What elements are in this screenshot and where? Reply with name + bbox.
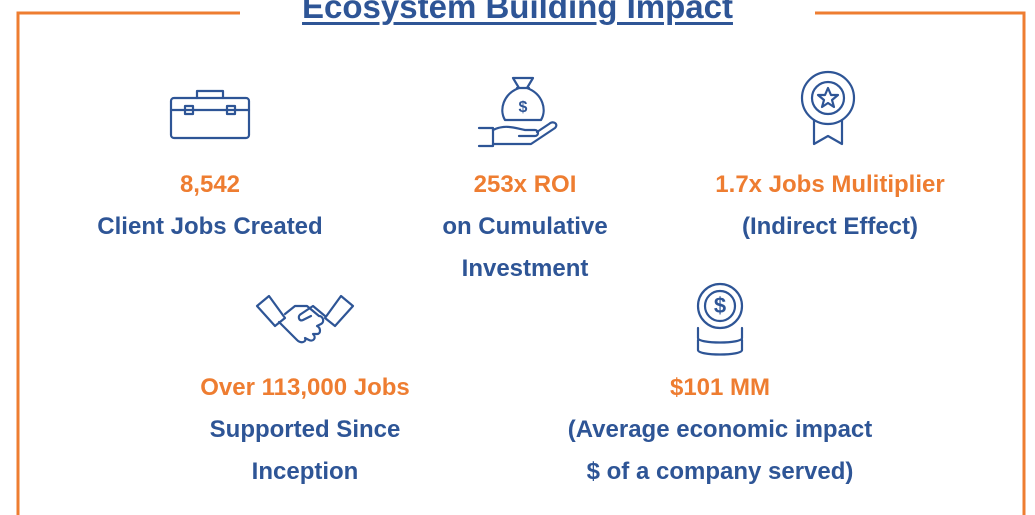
coin-icon: $ — [696, 282, 744, 356]
impact-figure: 1.7x Jobs Mulitiplier — [715, 171, 945, 198]
impact-figure: 8,542 — [179, 171, 241, 198]
impact-description: Supported Since — [209, 416, 401, 443]
impact-figure: Over 113,000 Jobs — [200, 374, 410, 401]
svg-text:$: $ — [519, 99, 528, 116]
briefcase-icon — [169, 89, 251, 140]
title: Ecosystem Building Impact — [302, 0, 733, 25]
impact-figure: $101 MM — [669, 374, 771, 401]
impact-item: 1.7x Jobs Mulitiplier (Indirect Effect) — [715, 164, 944, 248]
impact-item: 8,542 Client Jobs Created — [97, 164, 322, 248]
impact-item: Over 113,000 Jobs Supported Since Inceptio… — [200, 367, 409, 493]
impact-description: (Indirect Effect) — [741, 213, 918, 240]
impact-description: (Average economic impact — [567, 416, 873, 443]
svg-text:$: $ — [714, 293, 726, 318]
impact-description: Investment — [461, 255, 589, 282]
medal-icon — [800, 70, 856, 146]
impact-item: 253x ROI on Cumulative Investment — [442, 164, 607, 290]
money-hand-icon: $ — [477, 76, 558, 148]
impact-description: Client Jobs Created — [97, 213, 323, 240]
impact-figure: 253x ROI — [473, 171, 577, 198]
impact-description: Inception — [251, 458, 359, 485]
impact-item: $101 MM (Average economic impact $ of a co… — [568, 367, 873, 493]
impact-description: on Cumulative — [442, 213, 608, 240]
frame-left — [16, 11, 240, 515]
impact-description: $ of a company served) — [586, 458, 854, 485]
frame-right — [815, 11, 1026, 515]
handshake-icon — [255, 294, 355, 344]
